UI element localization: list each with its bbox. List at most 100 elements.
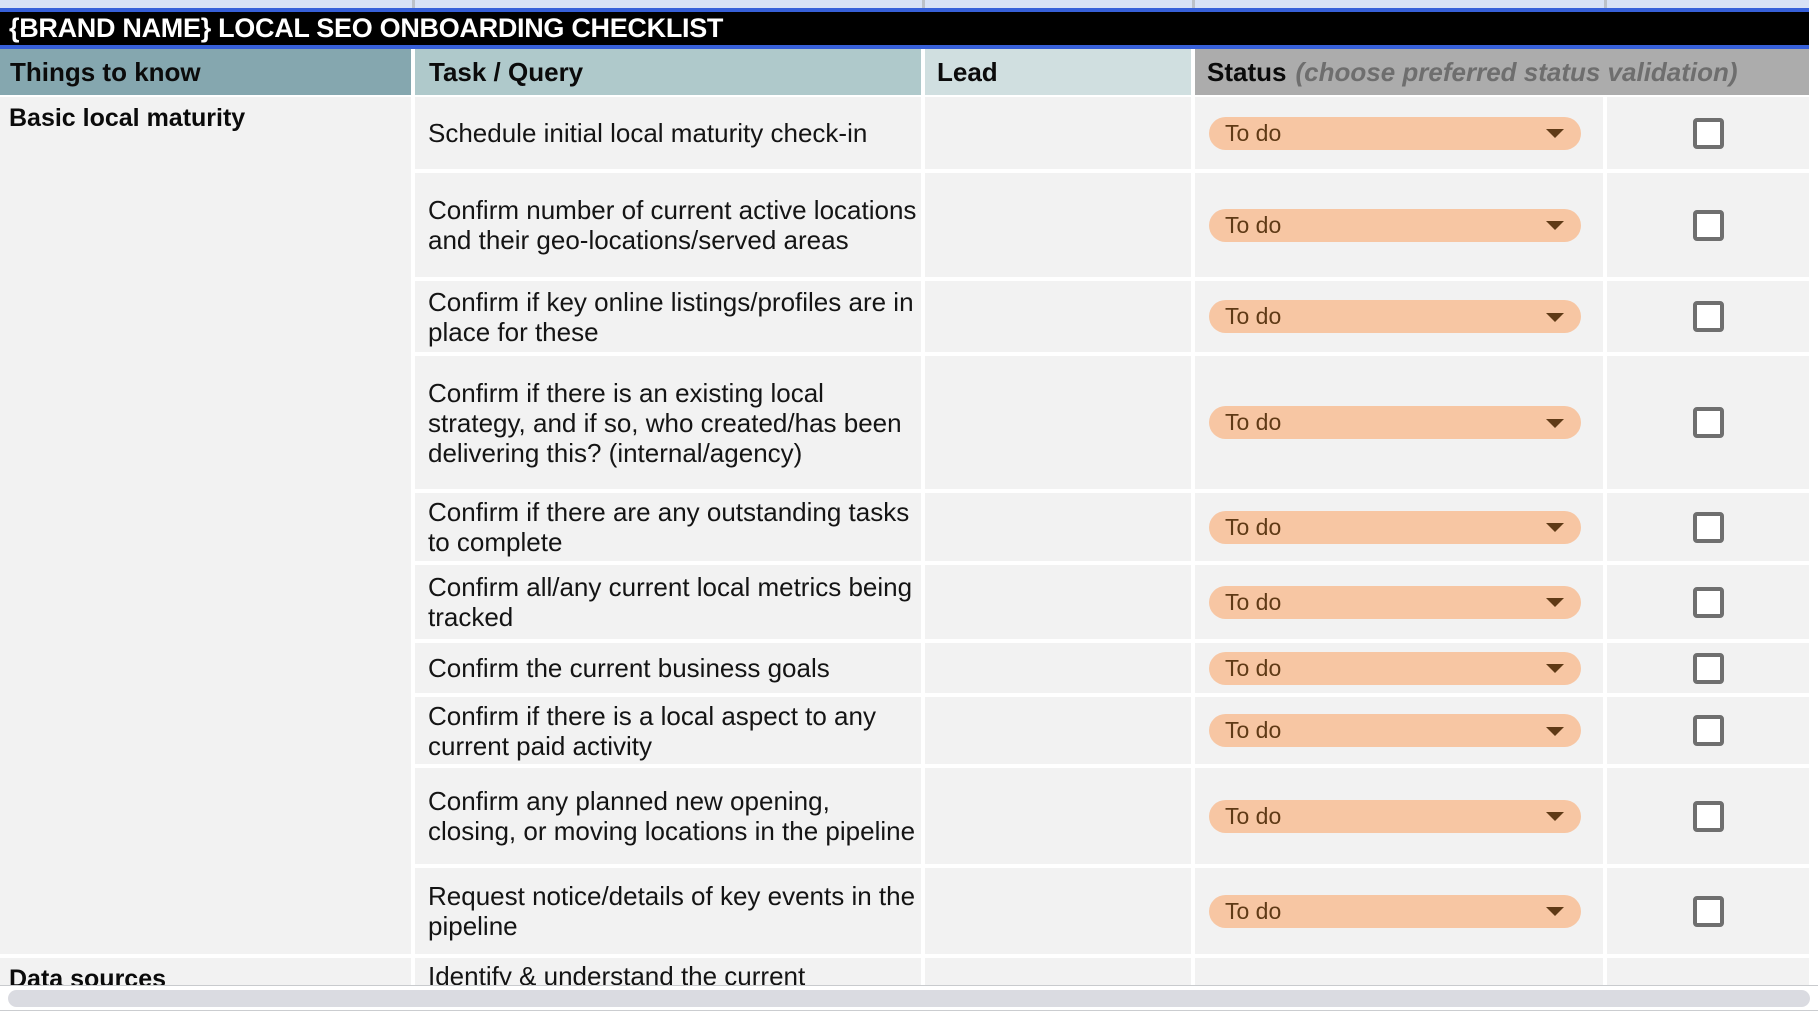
status-dropdown[interactable]: To do bbox=[1209, 116, 1581, 150]
checkbox-cell[interactable] bbox=[1607, 643, 1809, 693]
checkbox-cell[interactable] bbox=[1607, 281, 1809, 352]
lead-cell[interactable] bbox=[925, 97, 1191, 169]
task-cell[interactable]: Confirm if there is an existing local st… bbox=[415, 356, 921, 489]
partial-cell[interactable] bbox=[925, 0, 1195, 8]
dropdown-arrow-icon bbox=[1546, 523, 1564, 532]
checkbox-cell[interactable] bbox=[1607, 565, 1809, 639]
status-cell[interactable]: To do bbox=[1195, 281, 1603, 352]
status-validation-note: (choose preferred status validation) bbox=[1295, 56, 1738, 87]
status-cell[interactable]: To do bbox=[1195, 697, 1603, 764]
dropdown-arrow-icon bbox=[1546, 907, 1564, 916]
selection-border-top bbox=[0, 8, 1809, 12]
dropdown-arrow-icon bbox=[1546, 418, 1564, 428]
task-cell[interactable]: Confirm if there are any outstanding tas… bbox=[415, 493, 921, 561]
status-dropdown[interactable]: To do bbox=[1209, 406, 1581, 439]
partial-cell[interactable] bbox=[415, 0, 925, 8]
task-cell[interactable]: Confirm if there is a local aspect to an… bbox=[415, 697, 921, 764]
lead-cell[interactable] bbox=[925, 493, 1191, 561]
horizontal-scrollbar[interactable] bbox=[0, 985, 1818, 1012]
status-cell[interactable]: To do bbox=[1195, 493, 1603, 561]
horizontal-scrollbar-thumb[interactable] bbox=[8, 990, 1810, 1007]
status-cell[interactable]: To do bbox=[1195, 97, 1603, 169]
column-header-label: Lead bbox=[937, 56, 998, 87]
lead-cell[interactable] bbox=[925, 868, 1191, 954]
status-dropdown[interactable]: To do bbox=[1209, 714, 1581, 747]
task-text: Request notice/details of key events in … bbox=[428, 881, 916, 941]
task-cell[interactable]: Confirm any planned new opening, closing… bbox=[415, 768, 921, 864]
checkbox-cell[interactable] bbox=[1607, 356, 1809, 489]
checkbox[interactable] bbox=[1692, 800, 1724, 832]
task-cell[interactable]: Schedule initial local maturity check-in bbox=[415, 97, 921, 169]
status-dropdown-value: To do bbox=[1225, 717, 1282, 743]
status-dropdown-value: To do bbox=[1225, 211, 1282, 238]
column-header-status[interactable]: Status (choose preferred status validati… bbox=[1195, 49, 1809, 95]
status-dropdown-value: To do bbox=[1225, 409, 1282, 435]
dropdown-arrow-icon bbox=[1546, 598, 1564, 607]
partial-row-above[interactable] bbox=[0, 0, 1809, 8]
partial-cell[interactable] bbox=[1607, 0, 1809, 8]
partial-cell[interactable] bbox=[0, 0, 415, 8]
task-text: Confirm if there are any outstanding tas… bbox=[428, 497, 910, 557]
task-cell[interactable]: Confirm number of current active locatio… bbox=[415, 173, 921, 277]
status-dropdown[interactable]: To do bbox=[1209, 208, 1581, 242]
status-cell[interactable]: To do bbox=[1195, 868, 1603, 954]
status-dropdown[interactable]: To do bbox=[1209, 510, 1581, 544]
lead-cell[interactable] bbox=[925, 281, 1191, 352]
sheet-title-cell[interactable]: {BRAND NAME} LOCAL SEO ONBOARDING CHECKL… bbox=[0, 12, 1809, 45]
task-text: Confirm if there is an existing local st… bbox=[428, 377, 902, 468]
task-cell[interactable]: Confirm the current business goals bbox=[415, 643, 921, 693]
status-dropdown[interactable]: To do bbox=[1209, 894, 1581, 928]
checkbox-cell[interactable] bbox=[1607, 697, 1809, 764]
checkbox[interactable] bbox=[1692, 511, 1724, 543]
checkbox[interactable] bbox=[1692, 652, 1724, 684]
checkbox[interactable] bbox=[1692, 117, 1724, 149]
lead-cell[interactable] bbox=[925, 643, 1191, 693]
checkbox-cell[interactable] bbox=[1607, 493, 1809, 561]
task-text: Schedule initial local maturity check-in bbox=[428, 118, 868, 148]
checkbox-cell[interactable] bbox=[1607, 768, 1809, 864]
status-cell[interactable]: To do bbox=[1195, 768, 1603, 864]
status-dropdown[interactable]: To do bbox=[1209, 300, 1581, 333]
dropdown-arrow-icon bbox=[1546, 221, 1564, 230]
status-cell[interactable]: To do bbox=[1195, 173, 1603, 277]
column-header-things-to-know[interactable]: Things to know bbox=[0, 49, 411, 95]
lead-cell[interactable] bbox=[925, 356, 1191, 489]
status-dropdown-value: To do bbox=[1225, 588, 1282, 615]
column-header-lead[interactable]: Lead bbox=[925, 49, 1191, 95]
checkbox[interactable] bbox=[1692, 895, 1724, 927]
dropdown-arrow-icon bbox=[1546, 726, 1564, 736]
group-label-cell[interactable]: Basic local maturity bbox=[0, 97, 411, 954]
checklist-table: Basic local maturity Schedule initial lo… bbox=[0, 97, 1809, 1012]
task-cell[interactable]: Request notice/details of key events in … bbox=[415, 868, 921, 954]
status-dropdown[interactable]: To do bbox=[1209, 651, 1581, 685]
checkbox[interactable] bbox=[1692, 715, 1724, 746]
column-header-task-query[interactable]: Task / Query bbox=[415, 49, 921, 95]
checkbox-cell[interactable] bbox=[1607, 173, 1809, 277]
status-dropdown[interactable]: To do bbox=[1209, 799, 1581, 833]
task-cell[interactable]: Confirm if key online listings/profiles … bbox=[415, 281, 921, 352]
checkbox[interactable] bbox=[1692, 301, 1724, 332]
status-cell[interactable]: To do bbox=[1195, 565, 1603, 639]
task-text: Confirm number of current active locatio… bbox=[428, 195, 917, 255]
lead-cell[interactable] bbox=[925, 565, 1191, 639]
checkbox[interactable] bbox=[1692, 407, 1724, 438]
lead-cell[interactable] bbox=[925, 173, 1191, 277]
status-dropdown[interactable]: To do bbox=[1209, 585, 1581, 619]
task-cell[interactable]: Confirm all/any current local metrics be… bbox=[415, 565, 921, 639]
selection-border-bottom bbox=[0, 45, 1809, 49]
status-cell[interactable]: To do bbox=[1195, 356, 1603, 489]
status-dropdown-value: To do bbox=[1225, 303, 1282, 329]
checkbox-cell[interactable] bbox=[1607, 97, 1809, 169]
checkbox[interactable] bbox=[1692, 209, 1724, 241]
task-text: Confirm the current business goals bbox=[428, 653, 830, 683]
lead-cell[interactable] bbox=[925, 697, 1191, 764]
checkbox-cell[interactable] bbox=[1607, 868, 1809, 954]
column-header-row: Things to know Task / Query Lead Status … bbox=[0, 49, 1809, 95]
task-text: Confirm all/any current local metrics be… bbox=[428, 572, 913, 632]
checkbox[interactable] bbox=[1692, 586, 1724, 618]
lead-cell[interactable] bbox=[925, 768, 1191, 864]
status-cell[interactable]: To do bbox=[1195, 643, 1603, 693]
partial-cell[interactable] bbox=[1195, 0, 1607, 8]
column-header-label: Status bbox=[1207, 56, 1287, 87]
